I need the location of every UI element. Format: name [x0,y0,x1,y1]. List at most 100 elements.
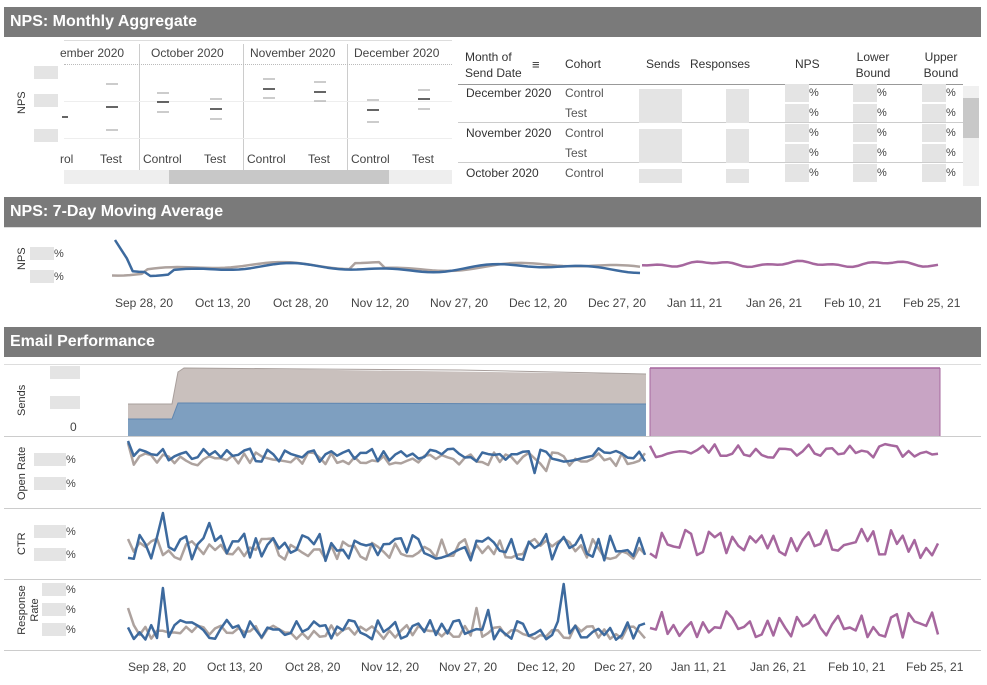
y-tick-placeholder [42,603,66,616]
col-header-month[interactable]: Month of Send Date [465,50,522,80]
cell-placeholder [922,124,946,142]
y-tick-placeholder [50,396,80,409]
row-cohort: Test [565,146,588,160]
y-tick-pct: % [66,604,76,616]
pane-divider [139,44,140,170]
y-tick-placeholder [34,477,66,490]
col-header-upper[interactable]: Upper Bound [923,50,959,80]
open-rate-label: Open Rate [16,446,28,500]
cell-placeholder [922,164,946,182]
scrollbar-thumb[interactable] [169,170,389,184]
cell-placeholder [853,104,877,122]
cell-pct: % [877,127,887,139]
scrollbar-thumb[interactable] [963,98,979,138]
nps-table: Month of Send Date ≡ Cohort Sends Respon… [458,44,963,186]
forecast-series-line [649,610,940,639]
gridline [64,64,452,65]
cell-placeholder [639,169,682,183]
x-tick-label: Sep 28, 20 [115,296,174,310]
sends-zero-tick: 0 [70,420,77,434]
y-tick-pct: % [66,454,76,466]
cell-placeholder [853,124,877,142]
cell-pct: % [809,107,819,119]
cell-placeholder [785,84,809,102]
cell-pct: % [809,87,819,99]
cohort-label: Test [308,152,331,166]
pane-divider [347,44,348,170]
cohort-label: Test [204,152,227,166]
control-series-line [127,511,647,563]
cell-placeholder [726,89,749,123]
cell-placeholder [922,104,946,122]
cell-placeholder [853,164,877,182]
col-header-nps[interactable]: NPS [795,57,820,71]
cohort-label: Test [100,152,123,166]
row-cohort: Control [565,86,604,100]
x-tick-label: Feb 10, 21 [824,296,882,310]
cell-pct: % [877,147,887,159]
cell-placeholder [785,124,809,142]
cell-pct: % [809,167,819,179]
row-divider [458,162,963,163]
x-tick-label: Feb 25, 21 [903,296,961,310]
monthly-pane [64,40,452,170]
x-tick-label: Feb 10, 21 [828,660,886,674]
y-tick-placeholder [34,453,66,466]
y-tick-pct: % [54,271,64,283]
forecast-series-line [649,527,940,560]
x-tick-label: Jan 26, 21 [746,296,803,310]
row-month: November 2020 [466,126,552,140]
y-tick-placeholder [34,94,58,107]
col-header-lower[interactable]: Lower Bound [855,50,891,80]
sends-area-chart [128,367,941,436]
y-tick-placeholder [34,548,66,561]
row-cohort: Control [565,166,604,180]
y-tick-placeholder [30,270,54,283]
cell-pct: % [877,107,887,119]
cell-placeholder [853,84,877,102]
y-tick-placeholder [30,247,54,260]
nps-ma-chart [111,239,939,278]
monthly-scrollbar[interactable] [64,170,452,184]
cohort-label: Control [143,152,182,166]
test-series-line [126,606,646,641]
pane-border [4,650,981,651]
header-divider [458,84,963,85]
pane-border [4,579,981,580]
row-cohort: Test [565,106,588,120]
forecast-series-line [648,442,939,459]
x-tick-label: Sep 28, 20 [128,660,187,674]
pane-border [4,436,981,437]
cell-placeholder [853,144,877,162]
y-tick-pct: % [66,549,76,561]
x-tick-label: Oct 28, 20 [273,296,329,310]
cohort-label: Control [351,152,390,166]
x-tick-label: Feb 25, 21 [906,660,964,674]
x-tick-label: Jan 11, 21 [667,296,723,310]
cell-pct: % [877,167,887,179]
control-series-line [126,440,647,475]
cell-pct: % [946,167,956,179]
col-header-cohort[interactable]: Cohort [565,57,602,71]
y-tick-pct: % [66,624,76,636]
table-scrollbar[interactable] [963,86,979,186]
sends-label: Sends [16,384,28,416]
cohort-label: rol [60,152,74,166]
row-month: October 2020 [466,166,539,180]
nps-monthly-header: NPS: Monthly Aggregate [4,7,981,37]
pane-border [4,508,981,509]
row-cohort: Control [565,126,604,140]
test-series-line [126,442,646,473]
y-tick-placeholder [50,366,80,379]
cell-placeholder [922,144,946,162]
x-tick-label: Dec 12, 20 [509,296,568,310]
forecast-series-line [641,259,939,269]
response-rate-chart [126,582,940,641]
col-header-responses[interactable]: Responses [690,57,751,71]
sort-icon[interactable]: ≡ [532,57,540,72]
email-header: Email Performance [4,327,981,357]
ma-y-label: NPS [16,247,28,270]
ctr-chart [126,511,940,563]
cell-pct: % [946,107,956,119]
col-header-sends[interactable]: Sends [646,57,681,71]
